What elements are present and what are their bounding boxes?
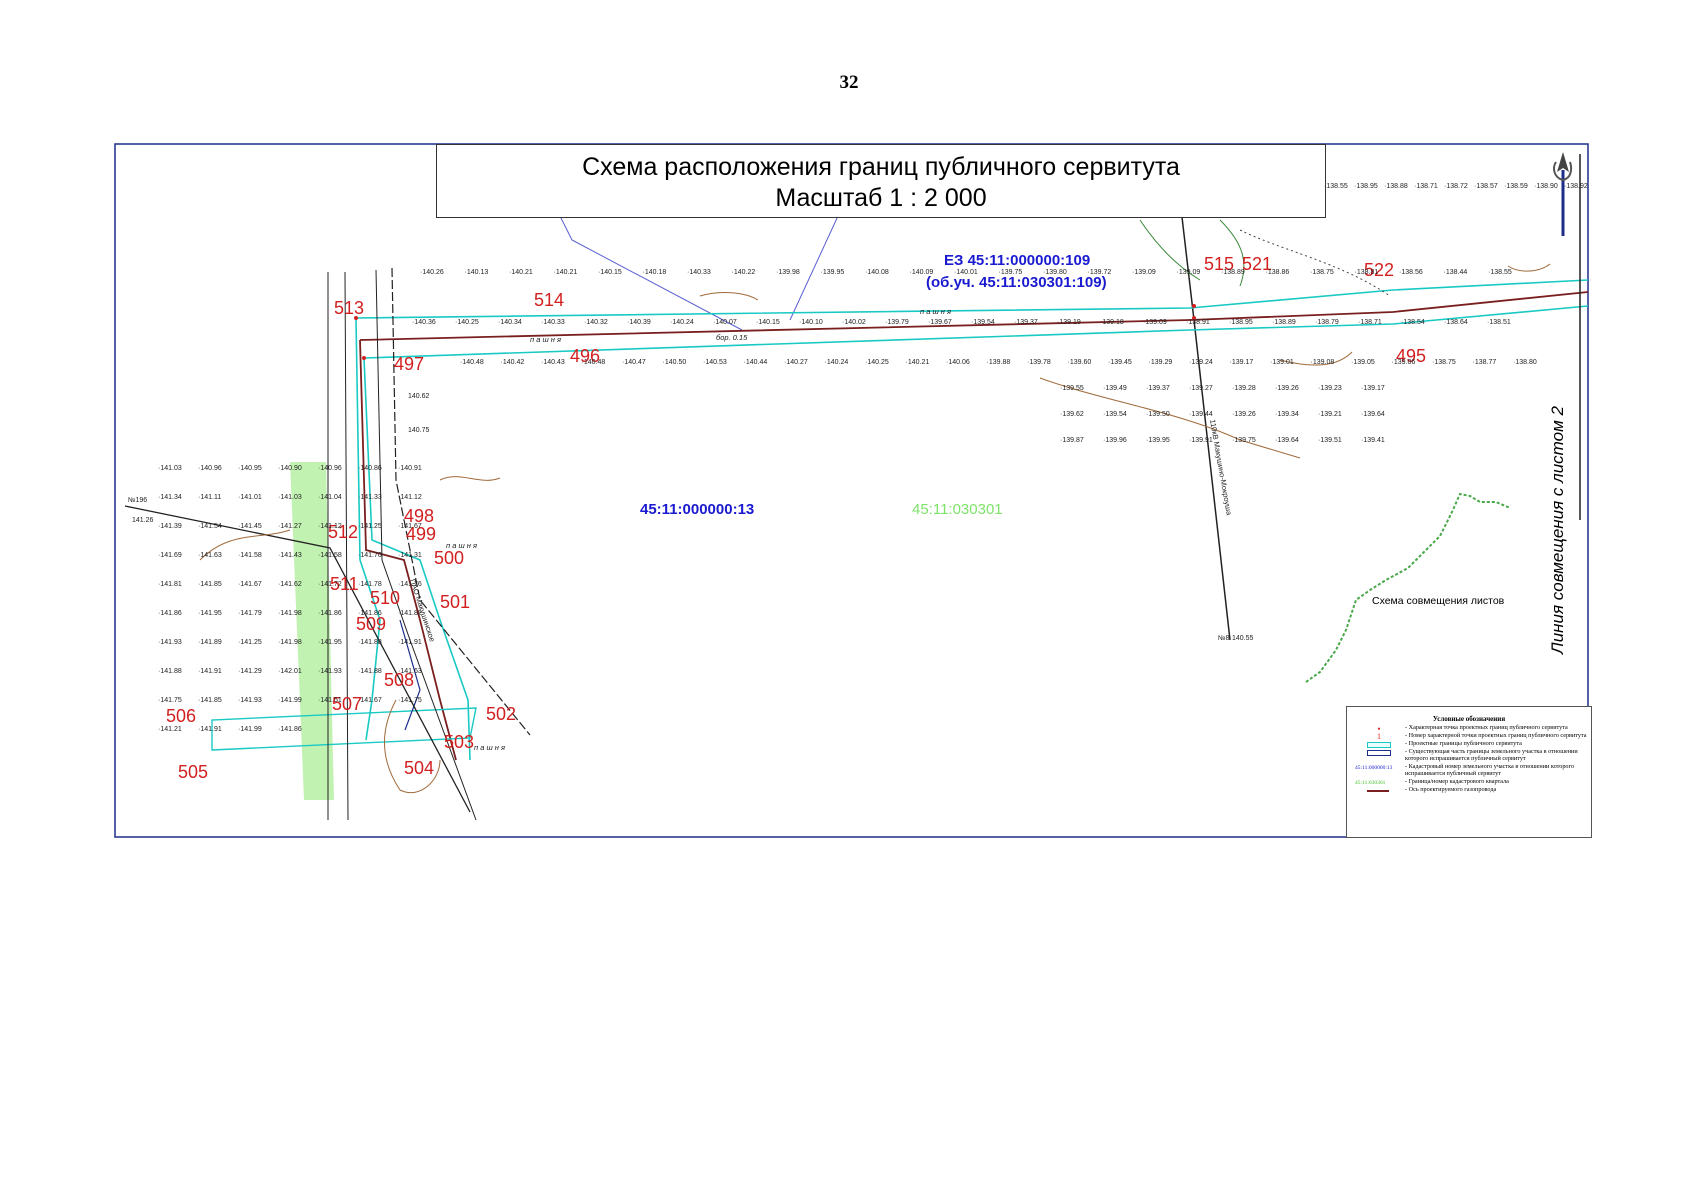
- contour-2: [1039, 377, 1301, 459]
- legend-item-pipeline: - Ось проектируемого газопровода: [1347, 786, 1591, 793]
- legend-item-text: - Кадастровый номер земельного участка в…: [1405, 763, 1574, 777]
- servitude-boundary-bottom: [363, 305, 1589, 359]
- combining-line-label: Линия совмещения с листом 2: [1548, 406, 1567, 654]
- gas-line-2: [391, 267, 531, 736]
- legend-item-quarter: 45:11:030301 - Граница/номер кадастровог…: [1347, 778, 1591, 786]
- point-marker-icon: •: [1377, 724, 1381, 734]
- legend-item-text: - Граница/номер кадастрового квартала: [1405, 778, 1509, 785]
- map-title-box: Схема расположения границ публичного сер…: [436, 144, 1326, 218]
- point-number-icon: 1: [1377, 732, 1381, 741]
- contour-3: [1279, 351, 1353, 366]
- legend-item-text: - Характерная точка проектных границ пуб…: [1405, 724, 1568, 731]
- legend-item-point: • - Характерная точка проектных границ п…: [1347, 724, 1591, 734]
- page-number: 32: [839, 72, 859, 93]
- quarter-number-icon: 45:11:030301: [1355, 780, 1386, 786]
- dotted-line: [1239, 229, 1391, 297]
- north-arrow-icon: [1553, 152, 1573, 236]
- gas-line-3: [375, 269, 477, 821]
- map-title: Схема расположения границ публичного сер…: [582, 153, 1180, 181]
- servitude-boundary-left-1: [355, 317, 381, 741]
- contour-5: [383, 699, 441, 794]
- pipeline-line-icon: [1367, 790, 1389, 792]
- green-strip: [290, 462, 334, 800]
- contour-1: [699, 292, 759, 301]
- gas-line-1: [124, 505, 471, 813]
- road-line-2: [789, 215, 839, 321]
- cadastral-number-icon: 45:11:000000:13: [1355, 765, 1393, 771]
- legend-item-number: 1 - Номер характерной точки проектных гр…: [1347, 732, 1591, 741]
- servitude-boundary-top: [355, 279, 1589, 319]
- dim-line-2: [344, 271, 349, 821]
- map-legend: Условные обозначения • - Характерная точ…: [1346, 706, 1592, 838]
- contour-6: [199, 529, 291, 561]
- pipeline-axis: [359, 291, 1589, 341]
- parcel-boundary-left: [399, 619, 421, 731]
- road-line: [559, 215, 743, 331]
- legend-item-text: - Ось проектируемого газопровода: [1405, 786, 1497, 793]
- map-scale: Масштаб 1 : 2 000: [775, 184, 987, 212]
- contour-4: [1507, 263, 1551, 272]
- servitude-boundary-left-2: [363, 357, 471, 761]
- servitude-boundary-bottom-left: [211, 707, 477, 751]
- legend-item-text: - Проектные границы публичного сервитута: [1405, 740, 1522, 747]
- pipeline-axis-left: [359, 339, 457, 761]
- contour-8: [1139, 219, 1201, 281]
- legend-item-cadastral: 45:11:000000:13 - Кадастровый номер земе…: [1347, 763, 1591, 777]
- contour-7: [439, 476, 501, 481]
- legend-title: Условные обозначения: [1432, 715, 1506, 723]
- legend-item-servitude: - Проектные границы публичного сервитута: [1347, 740, 1591, 748]
- characteristic-points: [354, 304, 1196, 360]
- legend-item-text: - Существующая часть границы земельного …: [1405, 748, 1578, 762]
- legend-item-existing-parcel: - Существующая часть границы земельного …: [1347, 748, 1591, 762]
- parcel-box-icon: [1367, 750, 1391, 756]
- servitude-box-icon: [1367, 742, 1391, 748]
- schema-combining-sheets: [1305, 492, 1511, 683]
- legend-item-text: - Номер характерной точки проектных гран…: [1405, 732, 1587, 739]
- contour-9: [1219, 219, 1245, 287]
